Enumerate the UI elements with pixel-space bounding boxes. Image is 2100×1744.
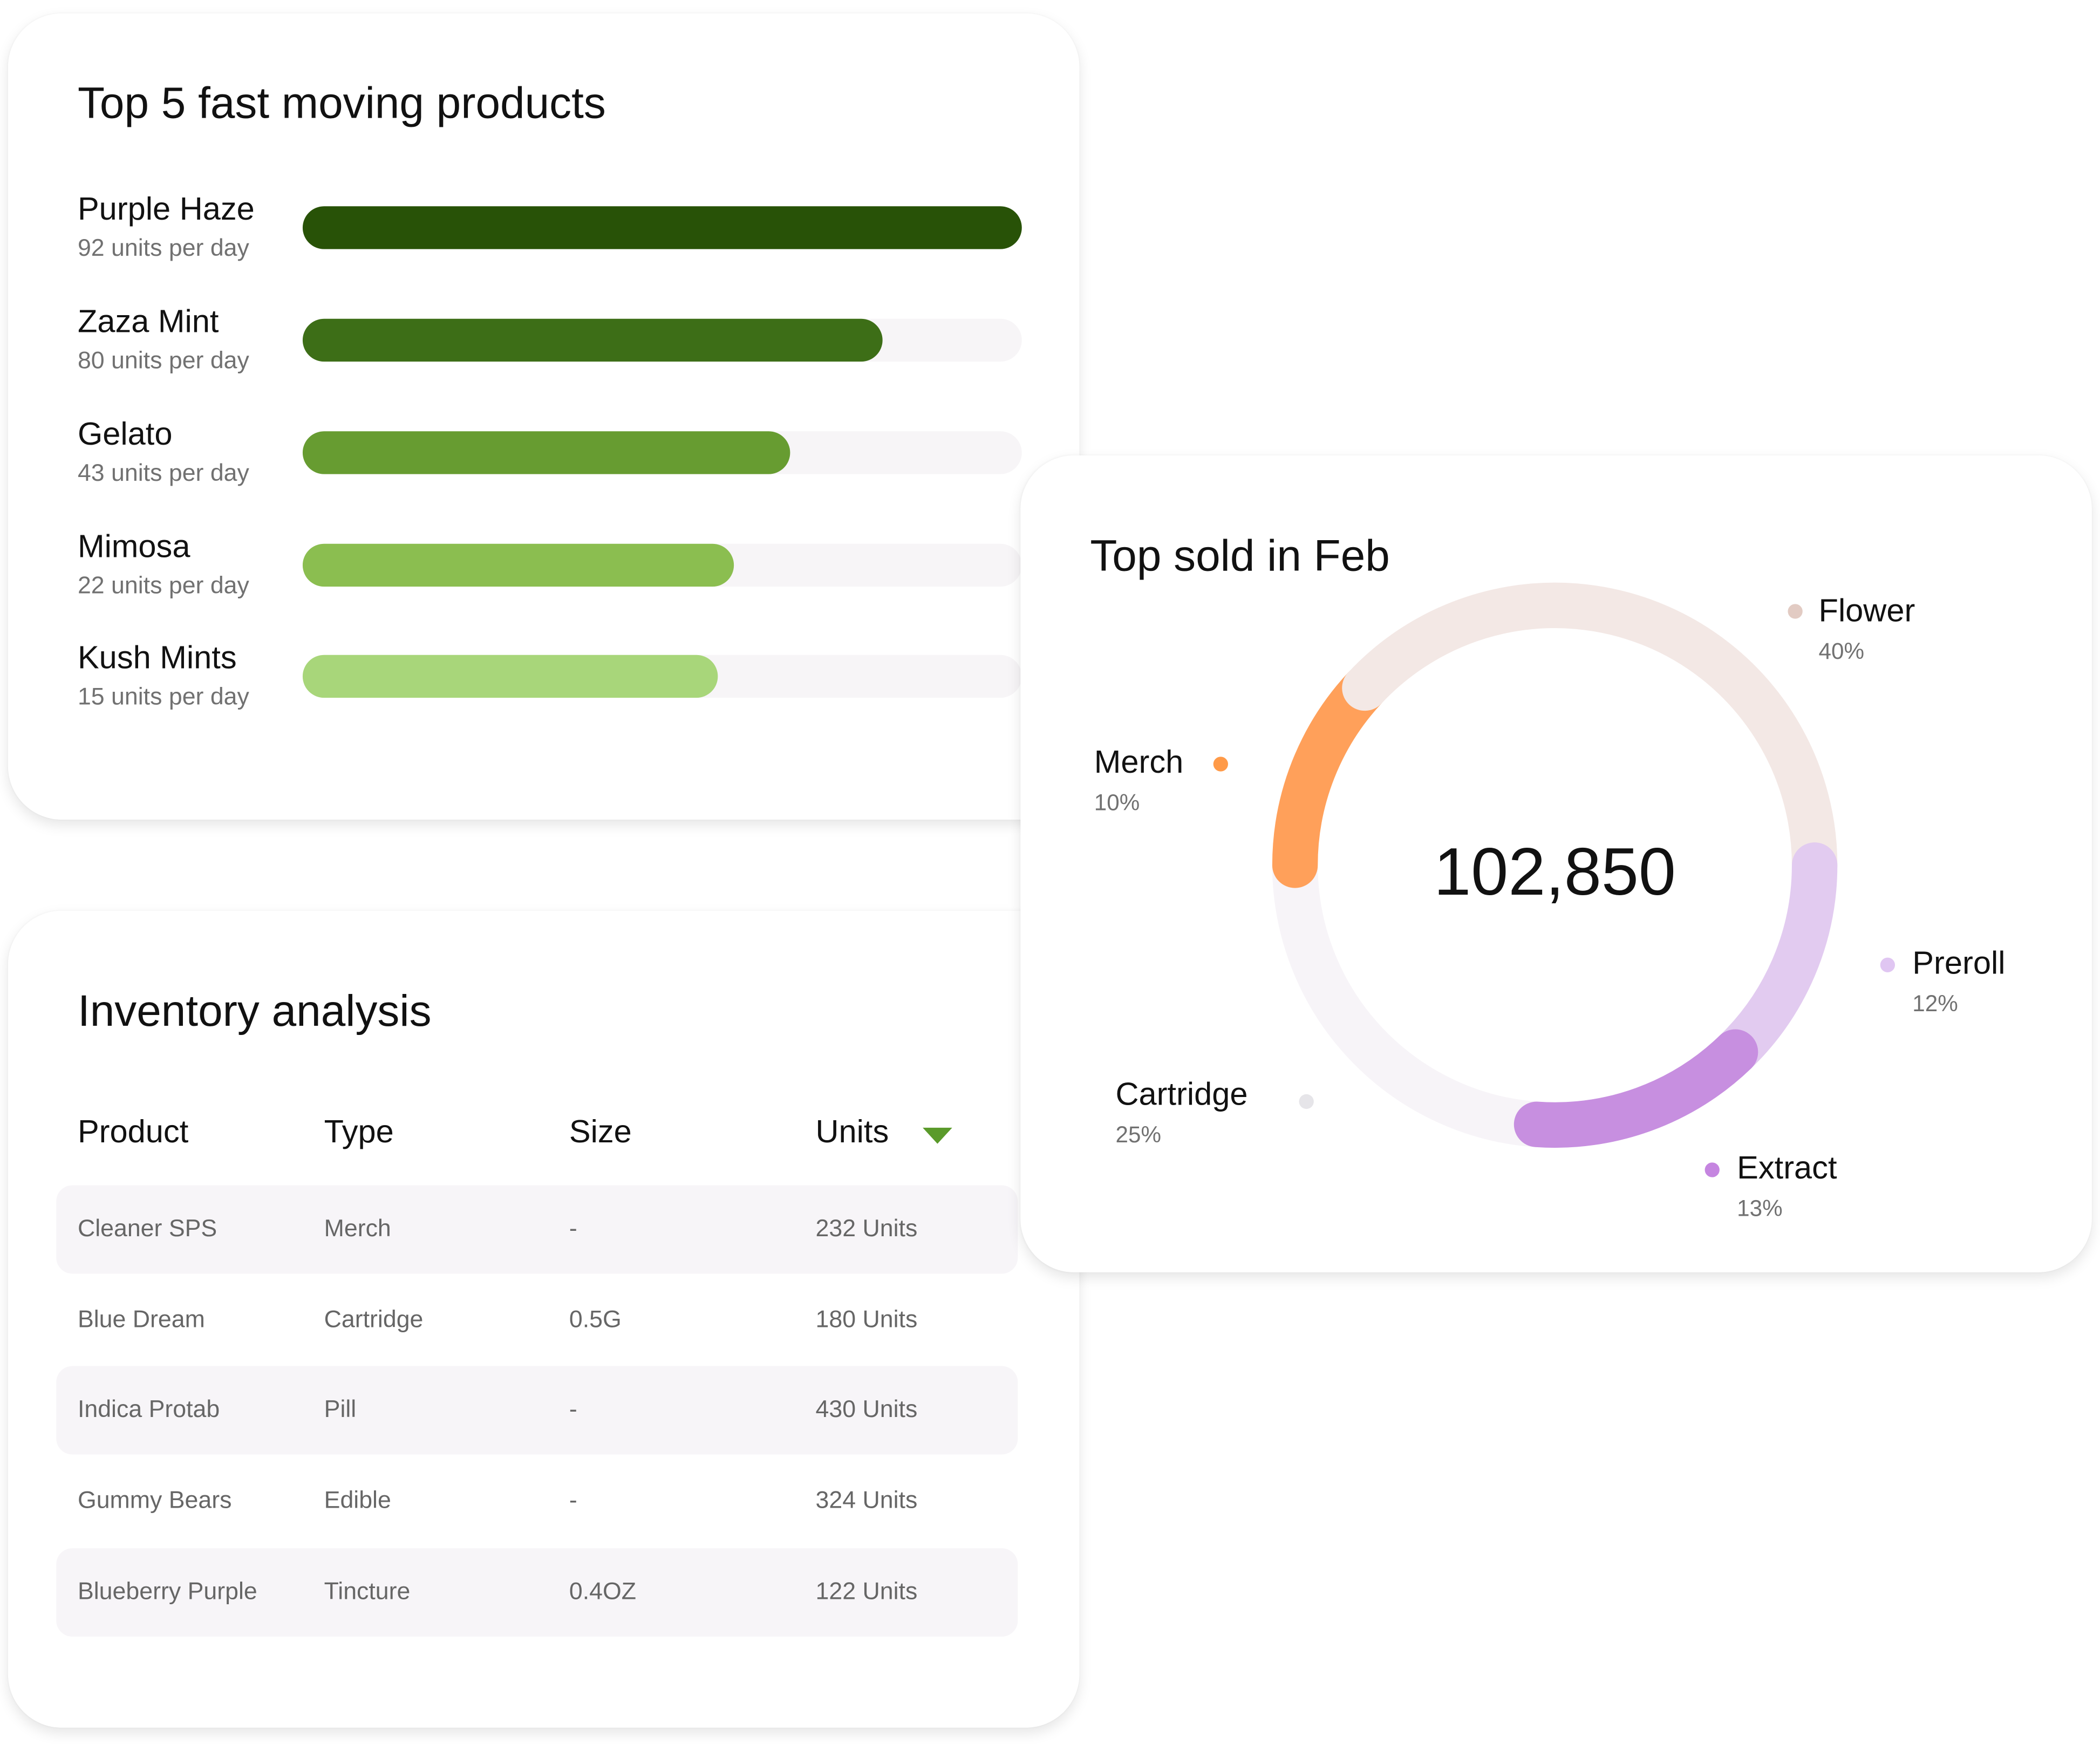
progress-track <box>302 206 1022 249</box>
legend-label: Cartridge <box>1115 1077 1248 1113</box>
table-row[interactable]: Indica Protab Pill - 430 Units <box>56 1366 1018 1455</box>
cell-product: Blue Dream <box>77 1305 205 1332</box>
donut-chart <box>1272 582 1838 1148</box>
cell-size: 0.4OZ <box>569 1577 637 1604</box>
cell-product: Gummy Bears <box>77 1487 232 1514</box>
legend-dot-icon <box>1299 1094 1314 1109</box>
cell-type: Merch <box>324 1215 391 1242</box>
progress-fill <box>302 543 734 587</box>
progress-track <box>302 655 1022 698</box>
cell-units: 232 Units <box>815 1215 918 1242</box>
column-header-units[interactable]: Units <box>815 1114 889 1151</box>
legend-dot-icon <box>1788 604 1803 619</box>
column-header-type[interactable]: Type <box>324 1114 394 1151</box>
legend-percent: 10% <box>1094 790 1140 816</box>
caret-down-icon[interactable] <box>923 1127 952 1144</box>
product-name: Kush Mints <box>77 640 237 677</box>
progress-fill <box>302 318 883 362</box>
cell-size: - <box>569 1396 577 1423</box>
legend-dot-icon <box>1880 957 1896 972</box>
product-name: Zaza Mint <box>77 304 219 340</box>
cell-units: 180 Units <box>815 1305 918 1332</box>
table-row[interactable]: Blue Dream Cartridge 0.5G 180 Units <box>56 1276 1018 1365</box>
progress-fill <box>302 431 790 474</box>
product-rate: 15 units per day <box>77 683 249 710</box>
progress-fill <box>302 206 1022 249</box>
progress-track <box>302 431 1022 474</box>
donut-segment-extract[interactable] <box>1513 1029 1758 1148</box>
fast-moving-card: Top 5 fast moving products Purple Haze 9… <box>8 13 1080 820</box>
cell-units: 430 Units <box>815 1396 918 1423</box>
product-name: Gelato <box>77 416 173 453</box>
top-sold-card: Top sold in Feb 102,850 Flower 40% Merch… <box>1020 455 2092 1272</box>
legend-dot-icon <box>1213 757 1228 772</box>
progress-fill <box>302 655 718 698</box>
donut-total: 102,850 <box>1434 834 1676 910</box>
cell-size: 0.5G <box>569 1305 622 1332</box>
progress-track <box>302 318 1022 362</box>
legend-label: Flower <box>1818 593 1915 630</box>
cell-units: 324 Units <box>815 1487 918 1514</box>
cell-units: 122 Units <box>815 1577 918 1604</box>
donut-segment-preroll[interactable] <box>1712 842 1838 1075</box>
donut-segment-flower[interactable] <box>1342 582 1838 888</box>
product-rate: 80 units per day <box>77 346 249 374</box>
product-rate: 22 units per day <box>77 571 249 599</box>
legend-percent: 40% <box>1818 638 1865 665</box>
fast-moving-title: Top 5 fast moving products <box>77 77 606 127</box>
legend-percent: 12% <box>1912 991 1958 1017</box>
top-sold-title: Top sold in Feb <box>1090 530 1390 580</box>
cell-type: Cartridge <box>324 1305 424 1332</box>
cell-product: Cleaner SPS <box>77 1215 217 1242</box>
legend-label: Preroll <box>1912 945 2006 982</box>
table-row[interactable]: Blueberry Purple Tincture 0.4OZ 122 Units <box>56 1548 1018 1637</box>
cell-size: - <box>569 1487 577 1514</box>
table-row[interactable]: Cleaner SPS Merch - 232 Units <box>56 1185 1018 1274</box>
product-name: Mimosa <box>77 529 190 566</box>
cell-type: Pill <box>324 1396 357 1423</box>
legend-label: Extract <box>1737 1150 1837 1187</box>
product-rate: 92 units per day <box>77 234 249 261</box>
table-row[interactable]: Gummy Bears Edible - 324 Units <box>56 1457 1018 1546</box>
cell-type: Edible <box>324 1487 391 1514</box>
cell-product: Blueberry Purple <box>77 1577 257 1604</box>
legend-percent: 13% <box>1737 1196 1783 1222</box>
inventory-title: Inventory analysis <box>77 985 432 1036</box>
cell-type: Tincture <box>324 1577 411 1604</box>
cell-size: - <box>569 1215 577 1242</box>
product-rate: 43 units per day <box>77 459 249 486</box>
column-header-product[interactable]: Product <box>77 1114 189 1151</box>
legend-dot-icon <box>1704 1162 1720 1177</box>
column-header-size[interactable]: Size <box>569 1114 632 1151</box>
product-name: Purple Haze <box>77 191 255 228</box>
donut-segment-cartridge[interactable] <box>1272 842 1560 1147</box>
donut-segment-merch[interactable] <box>1272 665 1388 888</box>
legend-percent: 25% <box>1115 1122 1161 1148</box>
cell-product: Indica Protab <box>77 1396 220 1423</box>
legend-label: Merch <box>1094 744 1184 781</box>
progress-track <box>302 543 1022 587</box>
inventory-card: Inventory analysis Product Type Size Uni… <box>8 910 1080 1728</box>
